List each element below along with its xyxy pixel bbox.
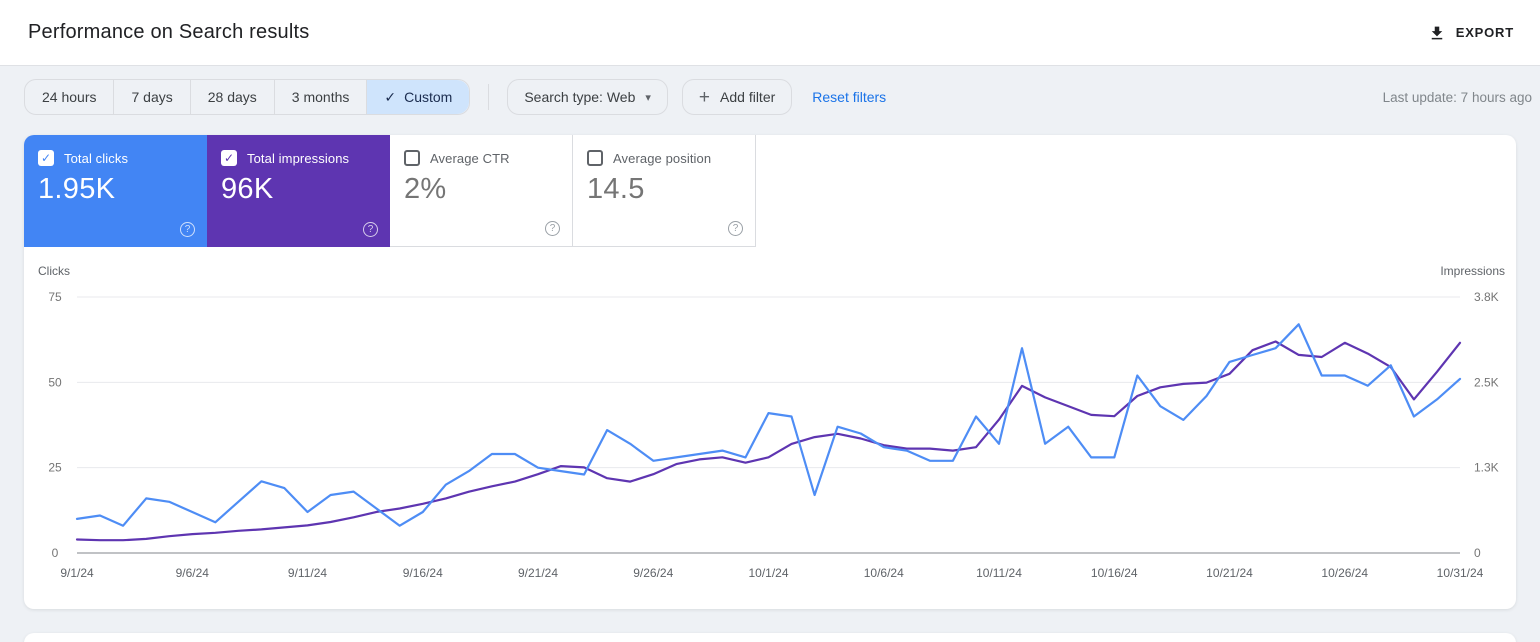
x-axis-tick: 9/11/24 [288, 566, 327, 580]
x-axis-tick: 9/6/24 [176, 566, 210, 580]
metric-card-total-impressions[interactable]: ✓ Total impressions 96K? [207, 135, 390, 247]
date-range-label: 3 months [291, 89, 350, 105]
right-axis-title: Impressions [1440, 264, 1505, 278]
help-icon[interactable]: ? [728, 221, 743, 236]
metric-value: 96K [221, 173, 274, 205]
date-range-chip-custom[interactable]: ✓ Custom [366, 80, 470, 114]
right-axis-tick: 0 [1474, 546, 1481, 560]
search-type-label: Search type: Web [524, 89, 636, 105]
metric-label: Average position [613, 150, 712, 166]
metric-label: Average CTR [430, 150, 510, 166]
metric-card-average-position[interactable]: Average position 14.5? [573, 135, 756, 247]
toolbar-divider [488, 84, 490, 110]
x-axis-tick: 10/21/24 [1206, 566, 1253, 580]
total-impressions-checkbox[interactable]: ✓ [221, 150, 237, 166]
x-axis-tick: 10/1/24 [748, 566, 788, 580]
download-icon [1431, 26, 1442, 39]
average-position-checkbox[interactable] [587, 150, 603, 166]
search-type-dropdown[interactable]: Search type: Web ▾ [507, 79, 668, 115]
date-range-label: 28 days [207, 89, 257, 105]
last-update-text: Last update: 7 hours ago [1382, 89, 1532, 105]
date-range-label: Custom [404, 89, 453, 105]
right-axis-tick: 1.3K [1474, 461, 1499, 475]
x-axis-tick: 10/26/24 [1321, 566, 1368, 580]
metric-label: Total impressions [247, 150, 350, 166]
left-axis-tick: 50 [48, 375, 62, 389]
left-axis-tick: 25 [48, 461, 62, 475]
left-axis-title: Clicks [38, 264, 70, 278]
date-range-chip-7-days[interactable]: 7 days [113, 80, 189, 114]
right-axis-tick: 3.8K [1474, 290, 1499, 304]
x-axis-tick: 9/26/24 [633, 566, 673, 580]
date-range-group: 24 hours 7 days 28 days 3 months ✓ Custom [24, 79, 471, 115]
performance-card: ✓ Total clicks 1.95K? ✓ Total impressions 96K… [24, 135, 1516, 609]
help-icon[interactable]: ? [180, 222, 195, 237]
metric-value: 1.95K [38, 173, 116, 205]
x-axis-tick: 10/31/24 [1437, 566, 1484, 580]
page-header: Performance on Search results EXPORT [0, 0, 1540, 66]
x-axis-tick: 10/16/24 [1091, 566, 1138, 580]
x-axis-tick: 10/6/24 [864, 566, 904, 580]
left-axis-tick: 0 [52, 546, 59, 560]
left-axis-tick: 75 [48, 290, 62, 304]
caret-down-icon: ▾ [645, 91, 651, 104]
export-label: EXPORT [1455, 25, 1514, 40]
x-axis-tick: 9/16/24 [403, 566, 443, 580]
date-range-chip-28-days[interactable]: 28 days [189, 80, 274, 114]
add-filter-label: Add filter [720, 89, 776, 105]
series-line-clicks [75, 323, 1462, 527]
date-range-chip-24-hours[interactable]: 24 hours [25, 80, 113, 114]
x-axis-tick: 9/1/24 [60, 566, 94, 580]
x-axis-tick: 9/21/24 [518, 566, 558, 580]
metric-card-total-clicks[interactable]: ✓ Total clicks 1.95K? [24, 135, 207, 247]
metric-value: 2% [404, 173, 447, 205]
plus-icon: + [698, 86, 711, 108]
date-range-label: 24 hours [42, 89, 97, 105]
x-axis-tick: 10/11/24 [976, 566, 1022, 580]
check-icon: ✓ [384, 88, 397, 105]
page-title: Performance on Search results [28, 21, 310, 43]
series-line-impressions [75, 340, 1462, 542]
metrics-row: ✓ Total clicks 1.95K? ✓ Total impressions 96K… [24, 135, 1516, 247]
export-button[interactable]: EXPORT [1416, 16, 1526, 50]
reset-filters-link[interactable]: Reset filters [812, 89, 887, 105]
total-clicks-checkbox[interactable]: ✓ [38, 150, 54, 166]
next-section-card [24, 633, 1516, 642]
date-range-chip-3-months[interactable]: 3 months [273, 80, 367, 114]
help-icon[interactable]: ? [545, 221, 560, 236]
right-axis-tick: 2.5K [1474, 375, 1499, 389]
filters-toolbar: 24 hours 7 days 28 days 3 months ✓ Custom Sea… [0, 66, 1540, 128]
metric-card-average-ctr[interactable]: Average CTR 2%? [390, 135, 573, 247]
average-ctr-checkbox[interactable] [404, 150, 420, 166]
date-range-label: 7 days [131, 89, 173, 105]
metric-value: 14.5 [587, 173, 645, 205]
help-icon[interactable]: ? [363, 222, 378, 237]
metric-label: Total clicks [64, 150, 129, 166]
add-filter-button[interactable]: + Add filter [681, 79, 793, 115]
